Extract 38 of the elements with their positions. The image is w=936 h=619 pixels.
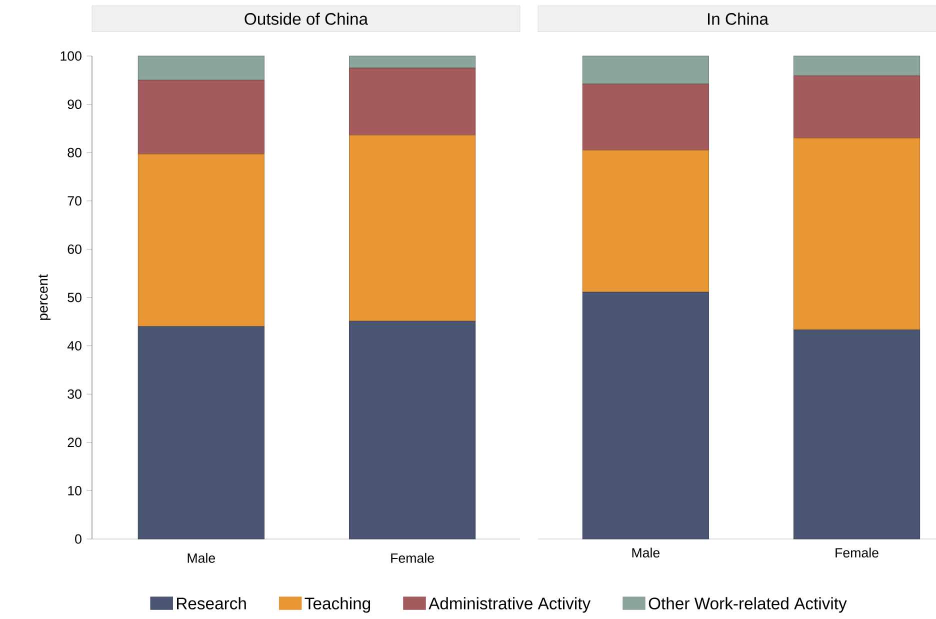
y-tick-label: 40: [67, 341, 82, 351]
y-tick-label: 70: [68, 196, 82, 206]
bar: [794, 138, 920, 330]
y-tick-label: 90: [68, 100, 82, 110]
y-tick-label: 100: [60, 51, 82, 61]
y-tick-label: 30: [68, 389, 82, 399]
chart-title: In China: [708, 12, 769, 25]
chart-title: Outside of China: [244, 12, 368, 25]
bar: [138, 154, 264, 327]
y-tick-label: 20: [68, 438, 82, 448]
legend-label: Administrative Activity: [428, 597, 591, 613]
bar: [349, 134, 476, 322]
bar: [349, 56, 476, 68]
y-tick-label: 60: [68, 244, 82, 254]
bar: [138, 326, 264, 540]
x-tick-label: Male: [188, 553, 216, 563]
bar: [349, 68, 476, 136]
bar: [582, 56, 709, 84]
bar: [582, 150, 709, 292]
bar: [794, 76, 920, 138]
bar: [794, 330, 920, 540]
legend-label: Other Work-related Activity: [648, 597, 847, 613]
x-tick-label: Female: [836, 548, 878, 558]
x-tick-label: Female: [391, 553, 434, 563]
bar: [138, 80, 264, 154]
y-tick-label: 80: [68, 148, 82, 158]
bar: [794, 56, 920, 76]
y-tick-label: 10: [68, 486, 82, 496]
bar: [582, 84, 709, 150]
legend-label: Research: [177, 597, 246, 610]
bar: [349, 320, 476, 540]
y-tick-label: 0: [75, 534, 82, 544]
x-tick-label: Male: [632, 548, 660, 558]
bar: [138, 56, 264, 80]
legend-label: Teaching: [304, 597, 370, 613]
y-axis-title: percent: [38, 274, 51, 320]
bar: [582, 292, 709, 540]
y-tick-label: 50: [68, 292, 82, 302]
